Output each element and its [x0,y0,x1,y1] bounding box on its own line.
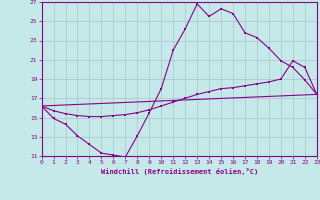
X-axis label: Windchill (Refroidissement éolien,°C): Windchill (Refroidissement éolien,°C) [100,168,258,175]
